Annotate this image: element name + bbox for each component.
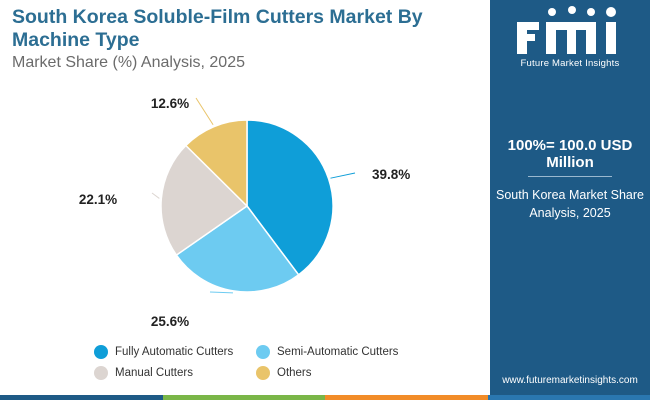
leader-line-manual [151, 192, 160, 199]
legend-swatch [94, 366, 108, 380]
bottom-bar-segment [325, 395, 488, 400]
pie-slice-manual [160, 144, 249, 257]
legend-label: Manual Cutters [115, 367, 193, 379]
legend-label: Semi-Automatic Cutters [277, 346, 399, 358]
leader-line-others [195, 97, 214, 126]
data-label-manual: 22.1% [79, 192, 117, 207]
legend-label: Fully Automatic Cutters [115, 346, 234, 358]
data-label-others: 12.6% [151, 96, 189, 111]
leader-line-fully-automatic [330, 172, 356, 179]
bottom-color-bar [0, 395, 650, 400]
region-label: South Korea Market Share Analysis, 2025 [496, 188, 644, 220]
pie-slice-fully-automatic [246, 119, 334, 276]
pie-slice-semi-automatic [175, 204, 300, 293]
bottom-bar-segment [487, 395, 650, 400]
bottom-bar-segment [162, 395, 325, 400]
website-link[interactable]: www.futuremarketinsights.com [502, 375, 638, 386]
chart-panel: South Korea Soluble-Film Cutters Market … [12, 6, 423, 380]
pie-leader-lines [151, 97, 356, 294]
chart-title: South Korea Soluble-Film Cutters Market … [12, 6, 423, 51]
legend-swatch [256, 345, 270, 359]
logo-text: Future Market Insights [520, 58, 620, 69]
data-label-fully-automatic: 39.8% [372, 167, 410, 182]
pie-slices [160, 119, 334, 293]
fmi-logo-icon [517, 6, 616, 54]
pie-slice-others [184, 119, 248, 208]
legend-item-semi-automatic: Semi-Automatic Cutters [256, 345, 398, 359]
market-total: 100%= 100.0 USD Million [507, 137, 633, 171]
legend-swatch [94, 345, 108, 359]
info-sidebar: Future Market Insights 100%= 100.0 USD M… [490, 0, 650, 395]
pie-data-labels: 39.8% 25.6% 22.1% 12.6% [79, 96, 410, 329]
bottom-bar-segment [0, 395, 163, 400]
chart-subtitle: Market Share (%) Analysis, 2025 [12, 54, 245, 71]
pie-chart: 39.8% 25.6% 22.1% 12.6% [79, 96, 410, 329]
legend-item-manual: Manual Cutters [94, 366, 193, 380]
data-label-semi-automatic: 25.6% [151, 314, 189, 329]
leader-line-semi-automatic [209, 291, 233, 294]
legend-item-fully-automatic: Fully Automatic Cutters [94, 345, 233, 359]
legend-item-others: Others [256, 366, 312, 380]
legend-swatch [256, 366, 270, 380]
legend-label: Others [277, 367, 312, 379]
divider [528, 176, 612, 177]
